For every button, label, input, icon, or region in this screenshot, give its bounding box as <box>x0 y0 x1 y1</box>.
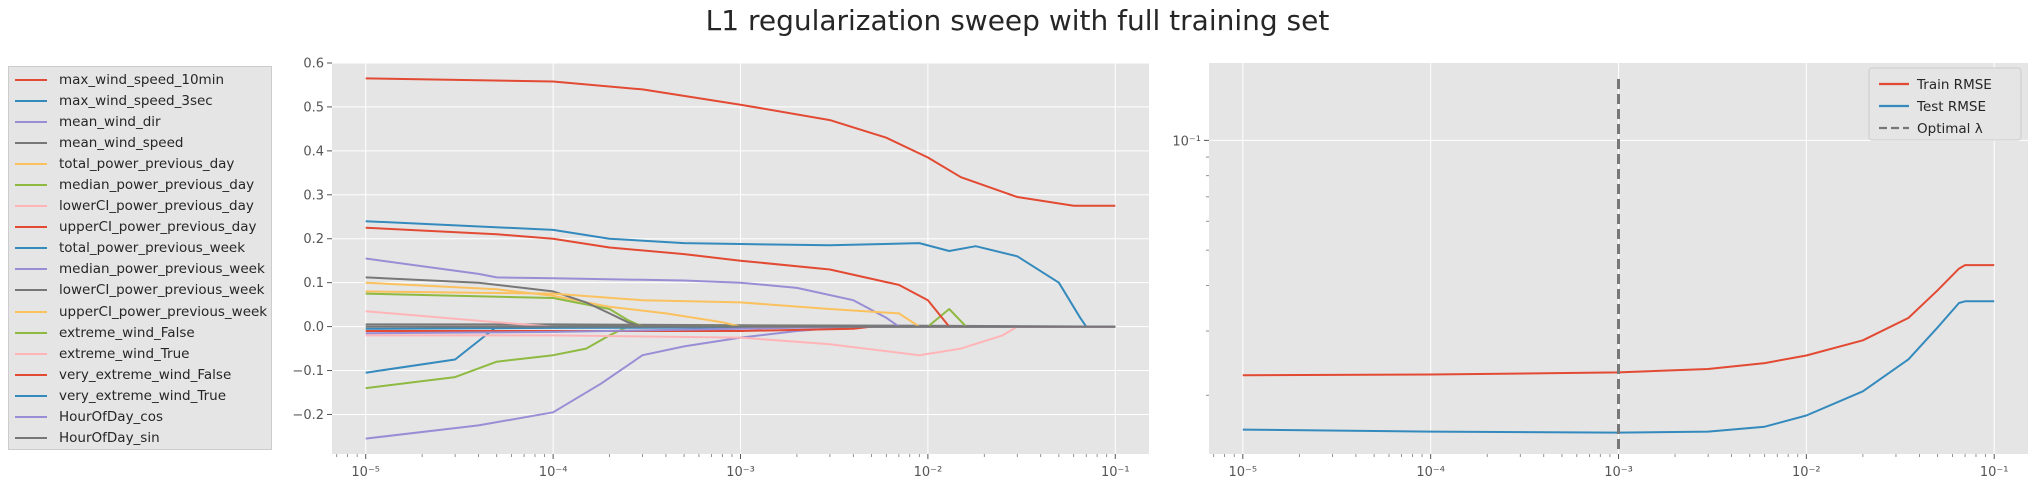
chart1-y-tick-label: −0.1 <box>292 364 324 379</box>
legend-item: lowerCI_power_previous_week <box>15 280 271 301</box>
chart2-legend-label: Train RMSE <box>1916 77 1992 93</box>
series-line-train-rmse <box>1242 264 1995 377</box>
legend-item: upperCI_power_previous_day <box>15 217 271 238</box>
legend-swatch <box>15 184 47 187</box>
legend-label: extreme_wind_True <box>59 345 190 362</box>
legend-swatch <box>15 394 47 397</box>
legend-item: extreme_wind_True <box>15 343 271 364</box>
legend-label: very_extreme_wind_True <box>59 387 227 404</box>
legend-item: max_wind_speed_10min <box>15 69 271 90</box>
series-line-median_power_previous_week <box>365 257 1116 328</box>
legend-item: HourOfDay_cos <box>15 407 271 428</box>
legend-label: mean_wind_speed <box>59 134 184 151</box>
legend-item: max_wind_speed_3sec <box>15 90 271 111</box>
legend-swatch <box>15 162 47 165</box>
legend-label: HourOfDay_cos <box>59 409 164 426</box>
chart1-x-tick-label: 10⁻¹ <box>1101 465 1130 480</box>
chart2-legend <box>1868 67 2022 141</box>
series-line-test-rmse <box>1242 300 1995 434</box>
legend-swatch <box>15 99 47 102</box>
figure-title: L1 regularization sweep with full traini… <box>705 4 1330 37</box>
series-line-max_wind_speed_3sec <box>365 220 1116 328</box>
legend-swatch <box>15 331 47 334</box>
chart2-x-tick-label: 10⁻² <box>1792 465 1821 480</box>
legend-item: very_extreme_wind_True <box>15 385 271 406</box>
legend-swatch <box>15 352 47 355</box>
legend-swatch <box>15 310 47 313</box>
legend-swatch <box>15 437 47 440</box>
legend-item: mean_wind_dir <box>15 111 271 132</box>
legend-label: total_power_previous_day <box>59 155 235 172</box>
chart1-y-tick-label: 0.6 <box>303 57 324 72</box>
legend-swatch <box>15 78 47 81</box>
chart2-legend-label: Test RMSE <box>1916 99 1986 115</box>
legend-swatch <box>15 141 47 144</box>
chart2-x-tick-label: 10⁻⁴ <box>1416 465 1445 480</box>
legend-item: median_power_previous_day <box>15 174 271 195</box>
legend-label: max_wind_speed_10min <box>59 71 224 88</box>
legend-swatch <box>15 247 47 250</box>
series-line-max_wind_speed_10min <box>365 77 1116 207</box>
legend-swatch <box>15 120 47 123</box>
legend-swatch <box>15 373 47 376</box>
legend-item: median_power_previous_week <box>15 259 271 280</box>
legend-label: lowerCI_power_previous_week <box>59 282 265 299</box>
legend-swatch <box>15 416 47 419</box>
legend-label: median_power_previous_week <box>59 261 265 278</box>
chart1-y-tick-label: 0.3 <box>303 188 324 203</box>
chart2-x-tick-label: 10⁻⁵ <box>1228 465 1257 480</box>
legend-label: median_power_previous_day <box>59 177 255 194</box>
legend-label: max_wind_speed_3sec <box>59 92 213 109</box>
legend-label: extreme_wind_False <box>59 324 195 341</box>
legend-item: mean_wind_speed <box>15 132 271 153</box>
legend-item: total_power_previous_week <box>15 238 271 259</box>
chart2-x-tick-label: 10⁻¹ <box>1980 465 2009 480</box>
chart1-y-tick-label: 0.2 <box>303 232 324 247</box>
legend-item: HourOfDay_sin <box>15 428 271 449</box>
legend-item: total_power_previous_day <box>15 153 271 174</box>
legend-swatch <box>15 268 47 271</box>
series-line-extreme_wind_True <box>365 325 1116 357</box>
legend-label: lowerCI_power_previous_day <box>59 198 254 215</box>
chart1-x-tick-label: 10⁻⁵ <box>351 465 380 480</box>
legend-item: upperCI_power_previous_week <box>15 301 271 322</box>
legend-swatch <box>15 289 47 292</box>
chart2-y-tick-label: 10⁻¹ <box>1172 134 1201 149</box>
legend-label: HourOfDay_sin <box>59 430 160 447</box>
legend-label: very_extreme_wind_False <box>59 366 232 383</box>
legend-item: very_extreme_wind_False <box>15 364 271 385</box>
legend-item: extreme_wind_False <box>15 322 271 343</box>
chart1-y-tick-label: 0.0 <box>303 320 324 335</box>
series-line-upperCI_power_previous_week <box>365 290 1116 328</box>
series-line-upperCI_power_previous_day <box>365 226 1116 328</box>
chart1-y-tick-label: −0.2 <box>292 408 324 423</box>
legend-swatch <box>15 226 47 229</box>
chart1-x-tick-label: 10⁻³ <box>726 465 755 480</box>
chart1-y-tick-label: 0.4 <box>303 144 324 159</box>
legend-label: mean_wind_dir <box>59 113 161 130</box>
legend-label: total_power_previous_week <box>59 240 246 257</box>
chart1-x-tick-label: 10⁻² <box>914 465 943 480</box>
legend-label: upperCI_power_previous_week <box>59 303 268 320</box>
legend-swatch <box>15 205 47 208</box>
chart2-legend-label: Optimal λ <box>1917 121 1983 137</box>
chart2-x-tick-label: 10⁻³ <box>1604 465 1633 480</box>
legend-label: upperCI_power_previous_day <box>59 219 257 236</box>
chart1-x-tick-label: 10⁻⁴ <box>539 465 568 480</box>
chart1-y-tick-label: 0.1 <box>303 276 324 291</box>
legend-item: lowerCI_power_previous_day <box>15 196 271 217</box>
chart1-y-tick-label: 0.5 <box>303 100 324 115</box>
